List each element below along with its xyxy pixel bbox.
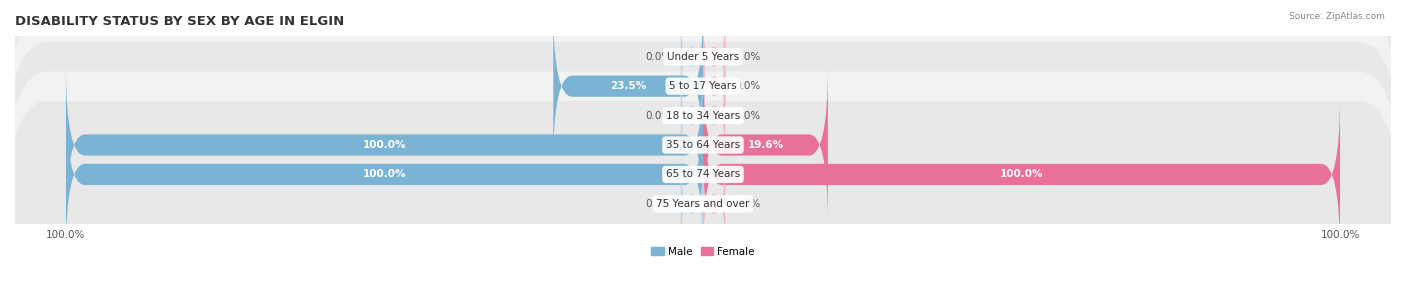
FancyBboxPatch shape (66, 67, 703, 223)
FancyBboxPatch shape (681, 9, 703, 105)
Text: Source: ZipAtlas.com: Source: ZipAtlas.com (1289, 12, 1385, 21)
Text: DISABILITY STATUS BY SEX BY AGE IN ELGIN: DISABILITY STATUS BY SEX BY AGE IN ELGIN (15, 15, 344, 28)
Text: Under 5 Years: Under 5 Years (666, 52, 740, 62)
Text: 35 to 64 Years: 35 to 64 Years (666, 140, 740, 150)
FancyBboxPatch shape (0, 0, 1406, 248)
Text: 18 to 34 Years: 18 to 34 Years (666, 111, 740, 121)
Text: 0.0%: 0.0% (735, 111, 761, 121)
FancyBboxPatch shape (681, 67, 703, 164)
Legend: Male, Female: Male, Female (647, 242, 759, 261)
Text: 0.0%: 0.0% (735, 81, 761, 91)
Text: 0.0%: 0.0% (735, 199, 761, 209)
FancyBboxPatch shape (0, 0, 1406, 219)
Text: 65 to 74 Years: 65 to 74 Years (666, 169, 740, 179)
FancyBboxPatch shape (0, 71, 1406, 304)
FancyBboxPatch shape (703, 67, 725, 164)
FancyBboxPatch shape (66, 97, 703, 252)
Text: 100.0%: 100.0% (363, 140, 406, 150)
FancyBboxPatch shape (703, 38, 725, 134)
Text: 100.0%: 100.0% (363, 169, 406, 179)
Text: 0.0%: 0.0% (645, 111, 671, 121)
Text: 19.6%: 19.6% (748, 140, 783, 150)
FancyBboxPatch shape (703, 156, 725, 252)
Text: 100.0%: 100.0% (1000, 169, 1043, 179)
Text: 23.5%: 23.5% (610, 81, 647, 91)
FancyBboxPatch shape (0, 0, 1406, 189)
FancyBboxPatch shape (703, 97, 1340, 252)
FancyBboxPatch shape (703, 67, 828, 223)
Text: 0.0%: 0.0% (735, 52, 761, 62)
Text: 0.0%: 0.0% (645, 199, 671, 209)
FancyBboxPatch shape (0, 12, 1406, 278)
FancyBboxPatch shape (681, 156, 703, 252)
FancyBboxPatch shape (554, 9, 703, 164)
Text: 0.0%: 0.0% (645, 52, 671, 62)
Text: 5 to 17 Years: 5 to 17 Years (669, 81, 737, 91)
Text: 75 Years and over: 75 Years and over (657, 199, 749, 209)
FancyBboxPatch shape (0, 42, 1406, 304)
FancyBboxPatch shape (703, 9, 725, 105)
